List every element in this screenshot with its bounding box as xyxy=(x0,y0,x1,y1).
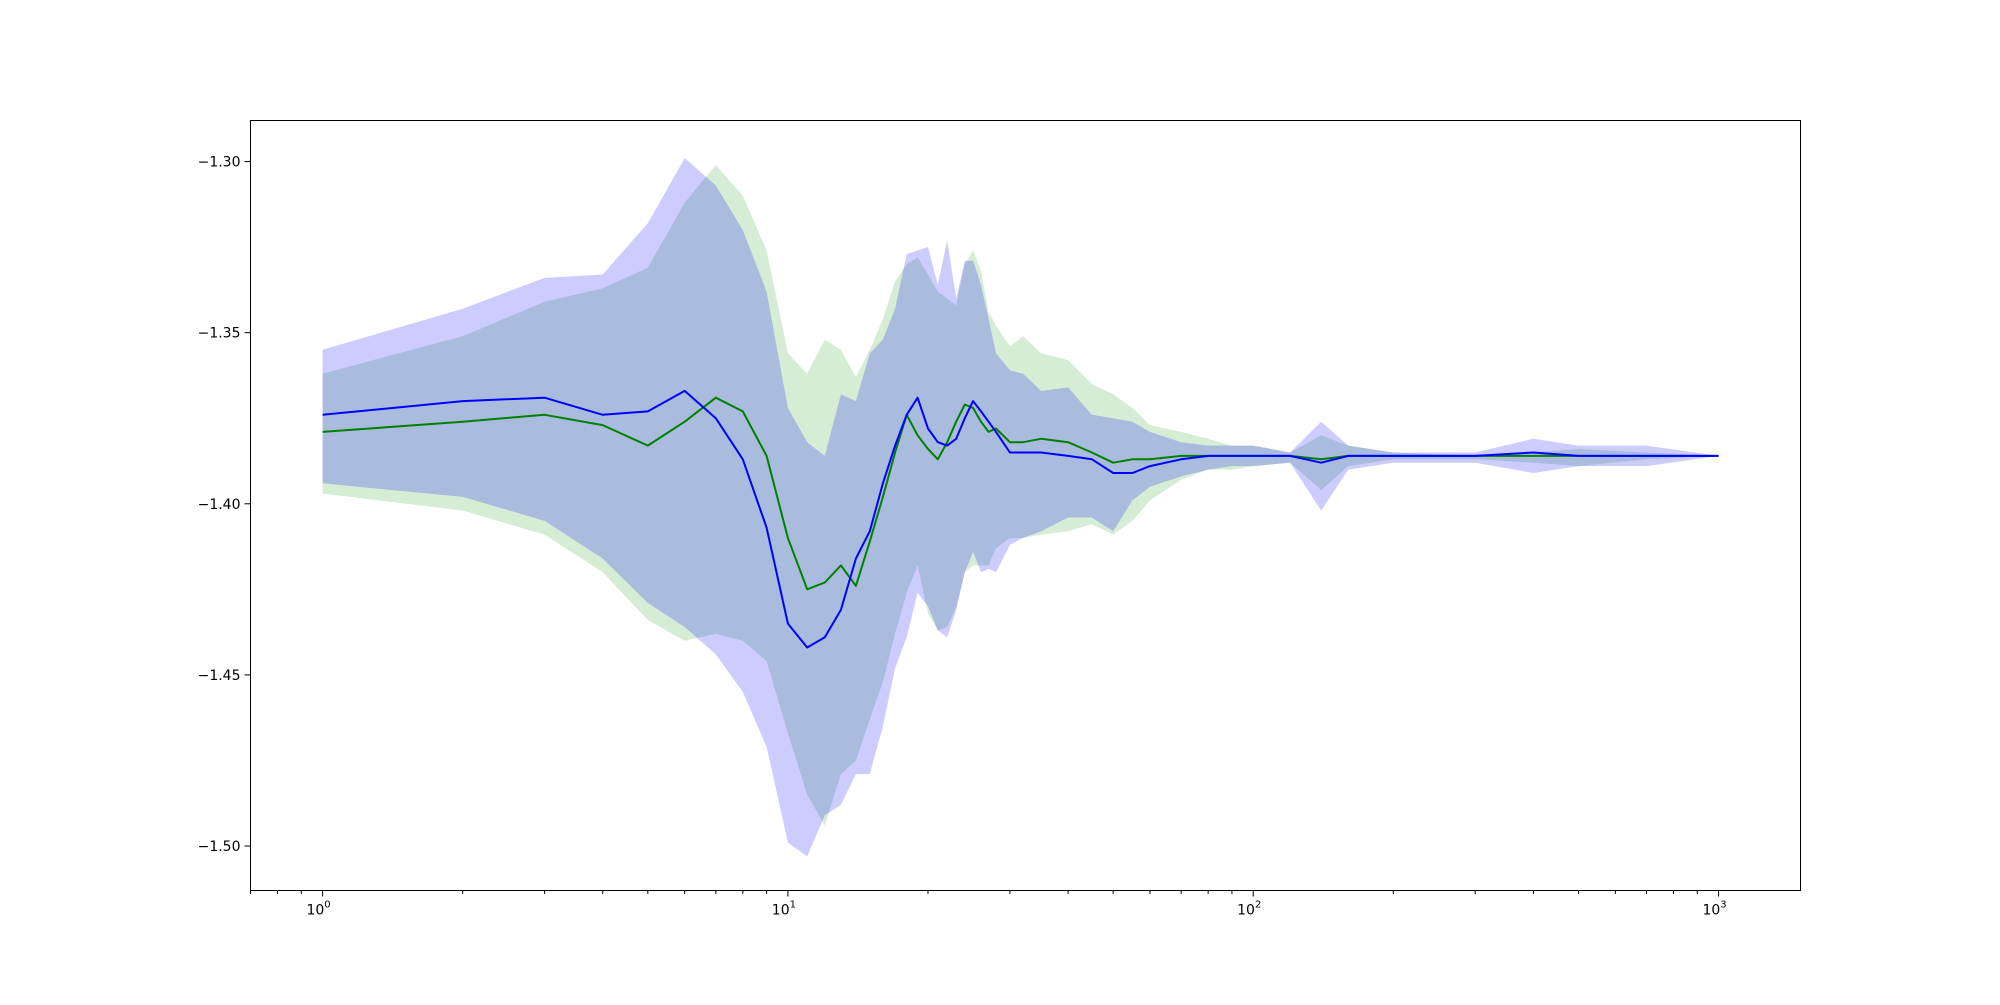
x-tick-label: 100 xyxy=(306,900,330,919)
series-1-line xyxy=(322,389,1719,649)
y-tick-label: −1.40 xyxy=(198,497,241,513)
x-tick-label-exp: 0 xyxy=(324,900,330,911)
y-tick-label: −1.45 xyxy=(198,668,241,684)
y-axis: −1.30 −1.35 −1.40 −1.45 −1.50 xyxy=(198,155,251,855)
series-1-band xyxy=(322,158,1719,857)
y-tick-label: −1.50 xyxy=(198,839,241,855)
series-lines xyxy=(322,389,1719,649)
x-tick-label-base: 10 xyxy=(772,903,790,919)
series-0-band xyxy=(322,165,1719,826)
y-tick-label: −1.30 xyxy=(198,155,241,171)
confidence-bands xyxy=(322,158,1719,857)
x-tick-label-base: 10 xyxy=(1237,903,1255,919)
x-tick-label-exp: 3 xyxy=(1720,900,1726,911)
x-tick-label: 101 xyxy=(772,900,796,919)
x-tick-label-base: 10 xyxy=(1702,903,1720,919)
plot-frame xyxy=(250,120,1801,891)
y-tick-label: −1.35 xyxy=(198,326,241,342)
x-tick-label: 103 xyxy=(1702,900,1726,919)
x-tick-label-exp: 2 xyxy=(1255,900,1261,911)
x-axis: 100 101 102 103 xyxy=(250,890,1727,919)
x-tick-label-base: 10 xyxy=(306,903,324,919)
x-tick-label: 102 xyxy=(1237,900,1261,919)
x-tick-label-exp: 1 xyxy=(790,900,796,911)
